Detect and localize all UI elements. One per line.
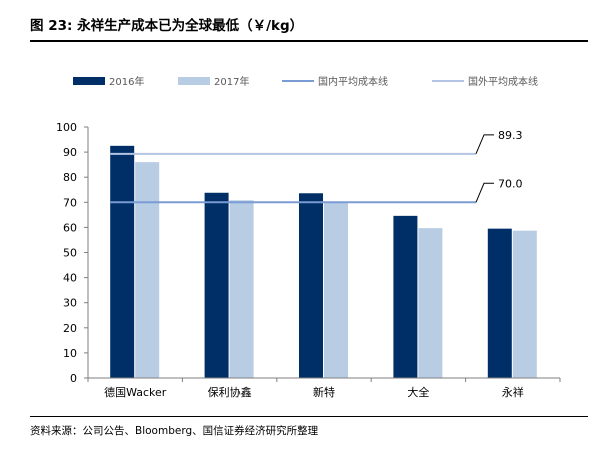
- reference-value-label: 70.0: [498, 177, 523, 190]
- legend-label: 2016年: [109, 75, 144, 88]
- legend: 2016年 2017年 国内平均成本线 国外平均成本线: [73, 75, 538, 88]
- figure-title: 图 23: 永祥生产成本已为全球最低（￥/kg）: [30, 18, 304, 34]
- bar-series-2: [229, 200, 254, 378]
- x-axis: 德国Wacker 保利协鑫 新特 大全 永祥: [87, 377, 561, 399]
- reference-leader: [475, 134, 494, 155]
- y-tick-label: 30: [63, 297, 77, 310]
- legend-swatch: [178, 77, 210, 85]
- x-tick-label: 永祥: [502, 385, 524, 399]
- bar-series-2: [418, 228, 443, 378]
- x-tick-label: 保利协鑫: [208, 385, 252, 399]
- x-tick-label: 新特: [313, 385, 335, 399]
- y-tick-label: 100: [56, 121, 77, 134]
- y-tick-label: 10: [63, 347, 77, 360]
- reference-value-label: 89.3: [498, 129, 523, 142]
- x-tick-label: 大全: [407, 385, 429, 399]
- x-tick-label: 德国Wacker: [104, 385, 167, 399]
- legend-swatch: [73, 77, 105, 85]
- y-tick-label: 60: [63, 221, 77, 234]
- bar-chart: 2016年 2017年 国内平均成本线 国外平均成本线 0 10 20 30 40 50 60 70…: [56, 75, 561, 399]
- y-tick-label: 70: [63, 196, 77, 209]
- y-axis: 0 10 20 30 40 50 60 70 80 90 100: [56, 121, 89, 385]
- bar-series-1: [204, 192, 229, 378]
- source-note: 资料来源：公司公告、Bloomberg、国信证券经济研究所整理: [30, 425, 319, 437]
- bar-series-1: [487, 228, 512, 378]
- legend-label: 2017年: [214, 75, 249, 88]
- bar-series-1: [110, 145, 135, 378]
- bar-series-1: [393, 215, 418, 378]
- y-tick-label: 40: [63, 272, 77, 285]
- legend-label: 国内平均成本线: [318, 75, 388, 88]
- bar-series-2: [135, 162, 160, 378]
- bar-series-2: [324, 202, 348, 378]
- bars: [110, 145, 537, 378]
- reference-lines: 70.0 89.3: [110, 129, 523, 204]
- source-rule: [30, 416, 588, 417]
- bar-series-2: [512, 230, 537, 378]
- y-tick-label: 50: [63, 247, 77, 260]
- y-tick-label: 90: [63, 146, 77, 159]
- bar-series-1: [299, 193, 323, 378]
- y-tick-label: 20: [63, 322, 77, 335]
- reference-leader: [475, 182, 494, 203]
- legend-label: 国外平均成本线: [468, 75, 538, 88]
- y-tick-label: 80: [63, 171, 77, 184]
- title-rule: [30, 40, 588, 42]
- y-tick-label: 0: [70, 372, 77, 385]
